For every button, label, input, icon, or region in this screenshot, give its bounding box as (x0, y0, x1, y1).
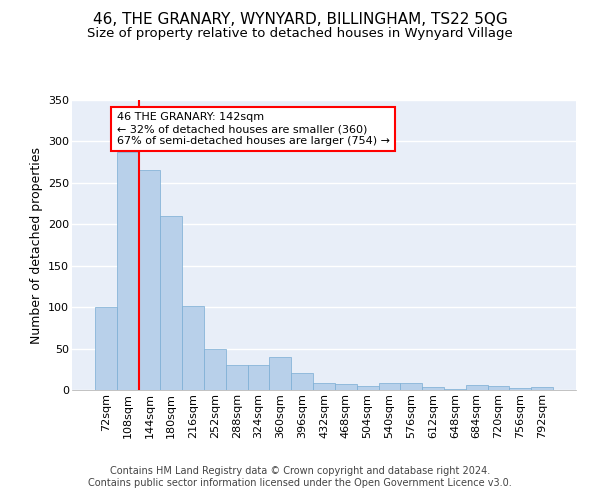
Text: 46, THE GRANARY, WYNYARD, BILLINGHAM, TS22 5QG: 46, THE GRANARY, WYNYARD, BILLINGHAM, TS… (92, 12, 508, 28)
Text: Size of property relative to detached houses in Wynyard Village: Size of property relative to detached ho… (87, 28, 513, 40)
Y-axis label: Number of detached properties: Number of detached properties (29, 146, 43, 344)
Bar (422, 386, 444, 390)
Bar (226, 365, 248, 390)
Bar (444, 389, 466, 390)
Bar (357, 386, 379, 390)
Bar (95, 307, 117, 390)
Bar (531, 386, 553, 390)
Bar (509, 388, 531, 390)
Bar (466, 385, 488, 390)
Bar (160, 216, 182, 390)
Bar (182, 306, 204, 390)
Bar (269, 357, 291, 390)
Bar (117, 152, 139, 390)
Bar (379, 384, 400, 390)
Bar (335, 384, 357, 390)
Bar (248, 365, 269, 390)
Text: 46 THE GRANARY: 142sqm
← 32% of detached houses are smaller (360)
67% of semi-de: 46 THE GRANARY: 142sqm ← 32% of detached… (117, 112, 390, 146)
Bar (204, 348, 226, 390)
Bar (488, 386, 509, 390)
Text: Contains HM Land Registry data © Crown copyright and database right 2024.
Contai: Contains HM Land Registry data © Crown c… (88, 466, 512, 487)
Bar (400, 384, 422, 390)
Bar (139, 170, 160, 390)
Bar (291, 374, 313, 390)
Bar (313, 384, 335, 390)
